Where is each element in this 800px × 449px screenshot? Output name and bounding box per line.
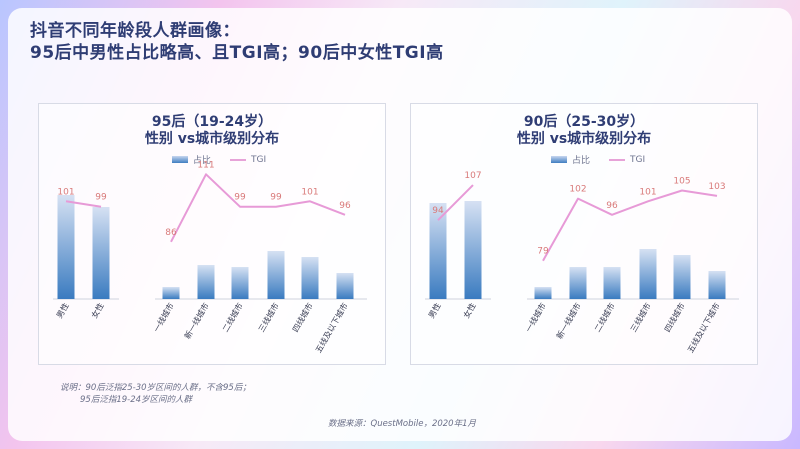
- category-label-0: 男性: [426, 301, 443, 320]
- chart-subtitle-90: 性别 vs城市级别分布: [516, 131, 652, 147]
- tgi-label-5: 99: [270, 193, 282, 203]
- category-label-1: 女性: [89, 301, 106, 320]
- bar-5: [639, 249, 657, 299]
- bar-1: [464, 201, 482, 299]
- source-note: 数据来源：QuestMobile，2020年1月: [328, 419, 476, 429]
- chart-title-90: 90后（25-30岁）: [523, 114, 645, 130]
- bar-5: [267, 251, 285, 299]
- category-label-0: 男性: [54, 301, 71, 320]
- tgi-label-2: 86: [165, 228, 177, 238]
- category-label-1: 女性: [461, 301, 478, 320]
- tgi-label-4: 99: [234, 193, 246, 203]
- tgi-label-6: 105: [673, 177, 690, 187]
- note-line1: 说明：90后泛指25-30岁区间的人群，不含95后；: [60, 383, 251, 393]
- headline-line1: 抖音不同年龄段人群画像：: [30, 21, 240, 41]
- bar-4: [603, 267, 621, 299]
- category-label-3: 新一线城市: [554, 301, 583, 341]
- tgi-label-0: 101: [57, 187, 74, 197]
- headline-line2: 95后中男性占比略高、且TGI高；90后中女性TGI高: [30, 43, 444, 63]
- chart-subtitle-95: 性别 vs城市级别分布: [144, 131, 280, 147]
- tgi-label-5: 101: [639, 187, 656, 197]
- legend-90: 占比 TGI: [551, 153, 645, 166]
- bar-7: [336, 273, 354, 299]
- bar-4: [231, 267, 249, 299]
- legend-bar-label: 占比: [572, 156, 591, 166]
- legend-line-label: TGI: [630, 154, 646, 165]
- bar-1: [92, 207, 110, 299]
- bar-2: [162, 287, 180, 299]
- legend-bar-label: 占比: [193, 156, 212, 166]
- tgi-label-6: 101: [301, 187, 318, 197]
- bar-3: [197, 265, 215, 299]
- chart-panel-90: 90后（25-30岁） 性别 vs城市级别分布 占比 TGI 94 107 79 10…: [410, 103, 758, 365]
- category-label-4: 二线城市: [592, 301, 617, 334]
- tgi-label-0: 94: [432, 206, 444, 216]
- bar-2: [534, 287, 552, 299]
- chart-title-95: 95后（19-24岁）: [151, 114, 273, 130]
- category-label-6: 四线城市: [662, 301, 687, 334]
- bar-3: [569, 267, 587, 299]
- category-label-5: 三线城市: [628, 301, 653, 334]
- tgi-label-2: 79: [537, 247, 549, 257]
- legend-line-swatch: [230, 158, 247, 161]
- tgi-label-1: 99: [95, 193, 107, 203]
- tgi-label-4: 96: [606, 201, 618, 211]
- legend-95: 占比 TGI: [172, 153, 266, 166]
- tgi-line-city: [170, 173, 346, 243]
- category-label-3: 新一线城市: [182, 301, 211, 341]
- tgi-label-1: 107: [464, 171, 481, 181]
- category-label-2: 一线城市: [151, 301, 176, 334]
- tgi-label-7: 96: [339, 201, 351, 211]
- bar-0: [429, 203, 447, 299]
- category-label-7: 五线及以下城市: [313, 301, 350, 354]
- tgi-label-3: 102: [569, 185, 586, 195]
- chart-panel-95: 95后（19-24岁） 性别 vs城市级别分布 占比 TGI 101 99 86 11…: [38, 103, 386, 365]
- legend-bar-swatch: [551, 156, 567, 163]
- note-line2: 95后泛指19-24岁区间的人群: [80, 395, 193, 405]
- legend-bar-swatch: [172, 156, 188, 163]
- category-label-4: 二线城市: [220, 301, 245, 334]
- bar-7: [708, 271, 726, 299]
- tgi-line-gender: [437, 184, 474, 221]
- bar-0: [57, 195, 75, 299]
- tgi-label-7: 103: [708, 182, 725, 192]
- bar-6: [301, 257, 319, 299]
- tgi-label-3: 111: [197, 160, 214, 170]
- category-label-6: 四线城市: [290, 301, 315, 334]
- chart-svg-95: 101 99 86 111 99 99 101 96 男性 女性 一线城市 新一线城市 二线城市 三线城市…: [53, 160, 367, 354]
- category-label-2: 一线城市: [523, 301, 548, 334]
- legend-line-swatch: [609, 158, 626, 161]
- category-label-7: 五线及以下城市: [685, 301, 722, 354]
- category-label-5: 三线城市: [256, 301, 281, 334]
- chart-svg-90: 94 107 79 102 96 101 105 103 男性 女性 一线城市 新一线城市 二线城市 三线…: [425, 171, 739, 354]
- bar-6: [673, 255, 691, 299]
- tgi-line-city: [542, 189, 718, 262]
- legend-line-label: TGI: [251, 154, 267, 165]
- tgi-line-gender: [65, 200, 102, 208]
